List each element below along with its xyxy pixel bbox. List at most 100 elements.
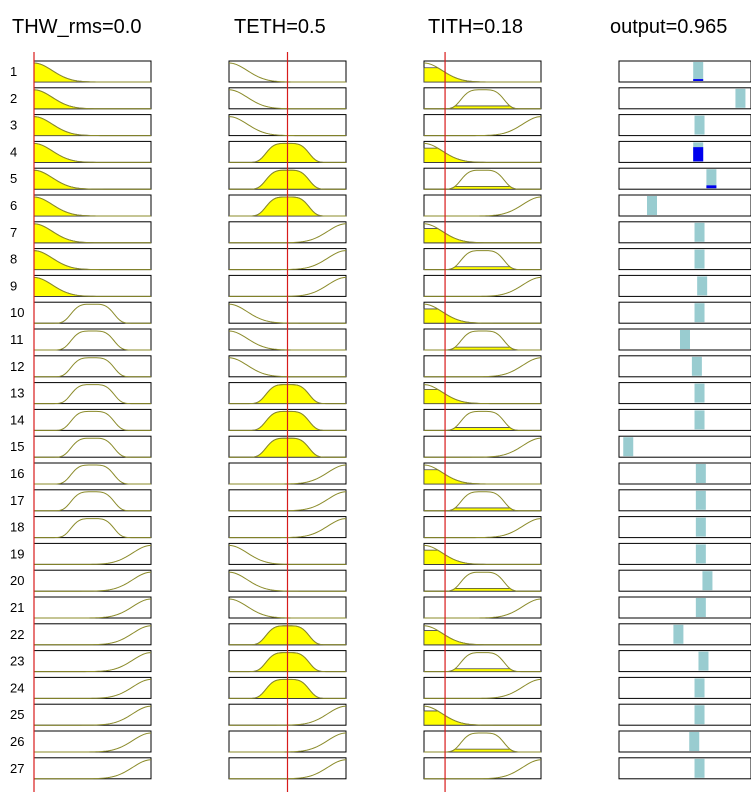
output-bar (694, 383, 705, 403)
mf-box (423, 676, 542, 699)
mf-box (33, 382, 152, 405)
mf-box (423, 435, 542, 458)
rule-number: 19 (10, 546, 24, 561)
output-bar (680, 330, 690, 349)
mf-box (33, 730, 152, 753)
mf-box (423, 194, 542, 217)
rule-number: 26 (10, 734, 24, 749)
rule-number: 17 (10, 493, 24, 508)
mf-curve (424, 652, 541, 673)
rule-number: 15 (10, 439, 24, 454)
output-box (618, 757, 751, 780)
rule-number: 1 (10, 64, 17, 79)
mf-curve (34, 491, 151, 512)
output-box (618, 60, 751, 83)
header-output: output=0.965 (610, 16, 728, 38)
mf-curve (33, 223, 151, 244)
mf-curve (423, 544, 541, 565)
output-bar (698, 651, 709, 671)
output-box (618, 274, 751, 297)
mf-curve (34, 303, 151, 324)
output-box (618, 87, 751, 110)
output-bar (694, 249, 705, 269)
mf-curve (34, 437, 151, 458)
mf-curve (424, 518, 542, 539)
mf-box (33, 569, 152, 592)
output-box (618, 489, 751, 512)
header-thw-rms: THW_rms=0.0 (12, 16, 142, 38)
mf-curve (423, 142, 541, 163)
mf-curve (34, 357, 151, 378)
mf-curve (34, 625, 152, 646)
rule-number: 2 (10, 91, 17, 106)
output-box (618, 435, 751, 458)
mf-curve (34, 330, 151, 351)
mf-box (423, 757, 542, 780)
output-bar (694, 758, 705, 778)
output-box (618, 596, 751, 619)
mf-box (423, 516, 542, 539)
output-box (618, 676, 751, 699)
mf-curve (423, 705, 541, 726)
output-bar (706, 169, 717, 189)
rule-number: 23 (10, 654, 24, 669)
output-box (618, 703, 751, 726)
mf-curve (34, 678, 152, 699)
output-bar (693, 62, 704, 81)
mf-curve (423, 464, 541, 485)
mf-box (33, 596, 152, 619)
mf-curve (423, 384, 541, 405)
output-bar (691, 356, 702, 376)
output-box (618, 408, 751, 431)
rule-number: 10 (10, 305, 24, 320)
rule-number: 21 (10, 600, 24, 615)
mf-curve (34, 705, 152, 726)
output-box (618, 462, 751, 485)
mf-box (33, 435, 152, 458)
rule-number: 14 (10, 412, 24, 427)
mf-curve (33, 89, 151, 110)
output-bar (702, 571, 713, 591)
output-bar (694, 678, 705, 698)
output-box (618, 194, 751, 217)
output-bar (673, 624, 684, 644)
mf-curve (423, 303, 541, 324)
rule-number: 7 (10, 225, 17, 240)
mf-curve (424, 276, 542, 297)
mf-curve (424, 169, 541, 190)
output-bar (694, 222, 705, 242)
mf-box (423, 114, 542, 137)
mf-curve (424, 732, 541, 753)
output-box (618, 623, 751, 646)
mf-curve (34, 598, 152, 619)
rule-number: 6 (10, 198, 17, 213)
mf-box (33, 462, 152, 485)
mf-curve (424, 330, 541, 351)
output-box (618, 301, 751, 324)
mf-curve (424, 250, 541, 271)
output-bar (697, 276, 708, 296)
output-fill (693, 147, 704, 162)
output-box (618, 650, 751, 673)
mf-curve (424, 571, 541, 592)
output-bar (735, 88, 746, 108)
rule-number: 24 (10, 680, 24, 695)
output-bar (694, 705, 705, 725)
output-box (618, 516, 751, 539)
output-box (618, 730, 751, 753)
mf-curve (424, 196, 542, 217)
mf-curve (424, 357, 542, 378)
mf-box (423, 355, 542, 378)
rule-number: 4 (10, 144, 17, 159)
header-teth: TETH=0.5 (234, 16, 326, 38)
output-box (618, 167, 751, 190)
mf-curve (33, 196, 151, 217)
output-bar (694, 410, 705, 430)
output-box (618, 140, 751, 163)
mf-curve (423, 223, 541, 244)
mf-box (33, 650, 152, 673)
mf-curve (34, 544, 152, 565)
rule-number: 22 (10, 627, 24, 642)
rule-number: 13 (10, 386, 24, 401)
